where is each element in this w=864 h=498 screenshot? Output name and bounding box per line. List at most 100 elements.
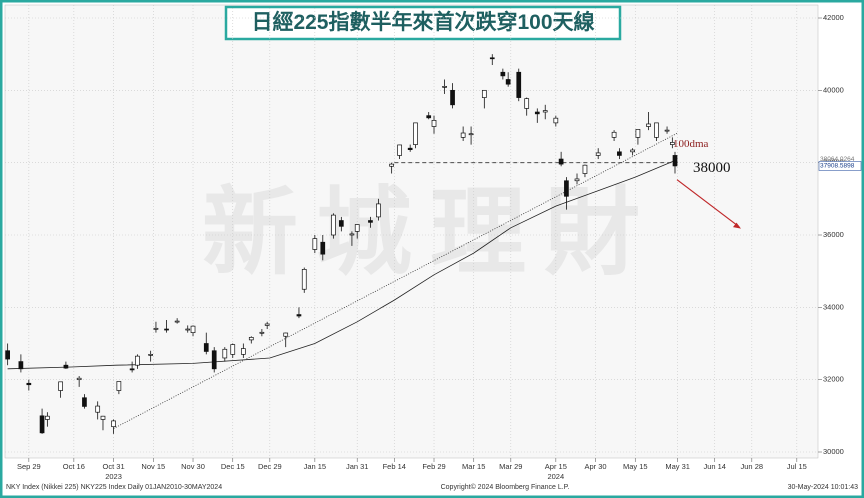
x-tick-label: Jan 31 — [346, 462, 369, 471]
footer-right: 30-May-2024 10:01:43 — [788, 484, 859, 491]
candle-body — [148, 354, 154, 356]
x-tick-label: Jun 28 — [741, 462, 764, 471]
candle-body — [190, 325, 196, 334]
candle-body — [664, 129, 670, 132]
candle-body — [58, 381, 63, 391]
candle-body — [222, 348, 228, 359]
candle-body — [100, 415, 106, 420]
footer-center: Copyright© 2024 Bloomberg Finance L.P. — [441, 483, 570, 491]
candle-body — [338, 220, 344, 227]
candle-body — [489, 57, 495, 60]
candle-body — [413, 122, 418, 145]
candle-body — [500, 71, 506, 77]
candle-body — [654, 122, 659, 138]
candle-body — [442, 86, 447, 88]
x-tick-label: May 15 — [623, 462, 648, 471]
candle-body — [283, 332, 289, 337]
candle-body — [76, 377, 82, 381]
candle-body — [630, 149, 635, 153]
y-tick-label: 32000 — [823, 375, 844, 384]
x-tick-label: Mar 29 — [499, 462, 522, 471]
year-label: 2024 — [547, 472, 564, 481]
candle-body — [368, 220, 373, 223]
x-tick-label: Jun 14 — [703, 462, 726, 471]
candle-body — [431, 120, 437, 127]
candle-body — [617, 151, 622, 156]
candle-body — [82, 397, 87, 407]
candle-body — [635, 129, 641, 138]
candle-body — [646, 123, 651, 127]
price-tag: 38064.0264 — [820, 156, 855, 163]
y-tick-label: 34000 — [823, 302, 844, 311]
candle-body — [45, 415, 50, 420]
candle-body — [574, 178, 580, 182]
candle-body — [301, 269, 307, 290]
x-tick-label: Jul 15 — [787, 462, 807, 471]
x-tick-label: Apr 30 — [584, 462, 606, 471]
x-tick-label: Oct 16 — [63, 462, 85, 471]
candle-body — [534, 111, 540, 115]
candle-body — [407, 147, 413, 150]
candle-body — [185, 328, 191, 331]
footer-left: NKY Index (Nikkei 225) NKY225 Index Dail… — [6, 484, 222, 491]
x-tick-label: Jan 15 — [304, 462, 327, 471]
x-tick-label: Nov 30 — [181, 462, 205, 471]
x-tick-label: Dec 15 — [221, 462, 245, 471]
candle-body — [320, 241, 326, 255]
candle-body — [611, 131, 617, 138]
candle-body — [129, 368, 135, 371]
arrow-head — [732, 222, 741, 229]
candle-body — [259, 331, 265, 334]
candle-body — [135, 355, 140, 366]
chart-title: 日經225指數半年來首次跌穿100天線 — [251, 10, 594, 34]
y-tick-label: 30000 — [823, 447, 844, 456]
candle-body — [95, 405, 101, 413]
candle-body — [558, 158, 564, 165]
candle-body — [672, 155, 678, 167]
x-tick-label: Feb 29 — [422, 462, 445, 471]
candle-body — [248, 337, 254, 341]
candle-body — [174, 320, 180, 323]
y-tick-label: 42000 — [823, 13, 844, 22]
x-tick-label: Mar 15 — [462, 462, 485, 471]
candle-body — [354, 224, 360, 232]
candle-body — [5, 350, 10, 360]
x-tick-label: Oct 31 — [103, 462, 125, 471]
candle-body — [203, 343, 209, 352]
candle-body — [669, 142, 675, 145]
plot-area — [4, 4, 819, 459]
candle-body — [481, 89, 487, 98]
candle-body — [542, 110, 548, 113]
candle-body — [63, 364, 69, 369]
candle-body — [389, 163, 394, 167]
candle-body — [397, 144, 402, 156]
x-tick-label: Nov 15 — [141, 462, 165, 471]
candle-body — [296, 314, 302, 317]
x-tick-label: May 31 — [665, 462, 690, 471]
watermark: 新城理財 — [202, 179, 658, 286]
candle-body — [349, 233, 355, 236]
candle-body — [312, 238, 318, 250]
candle-body — [164, 328, 169, 331]
price-tag: 37908.5898 — [820, 163, 855, 170]
x-tick-label: Apr 15 — [545, 462, 567, 471]
candle-body — [331, 214, 336, 236]
candle-body — [240, 348, 246, 355]
candle-body — [553, 117, 559, 124]
candle-body — [376, 203, 381, 218]
x-tick-label: Sep 29 — [17, 462, 41, 471]
candle-body — [595, 152, 601, 156]
candle-body — [26, 382, 32, 386]
candle-body — [468, 133, 474, 136]
x-tick-label: Feb 14 — [383, 462, 406, 471]
candle-body — [153, 327, 159, 330]
candle-body — [111, 420, 116, 428]
y-tick-label: 36000 — [823, 230, 844, 239]
candle-body — [450, 89, 455, 106]
candle-body — [211, 350, 217, 370]
candle-body — [230, 344, 236, 355]
ma-label: 100dma — [673, 138, 709, 150]
